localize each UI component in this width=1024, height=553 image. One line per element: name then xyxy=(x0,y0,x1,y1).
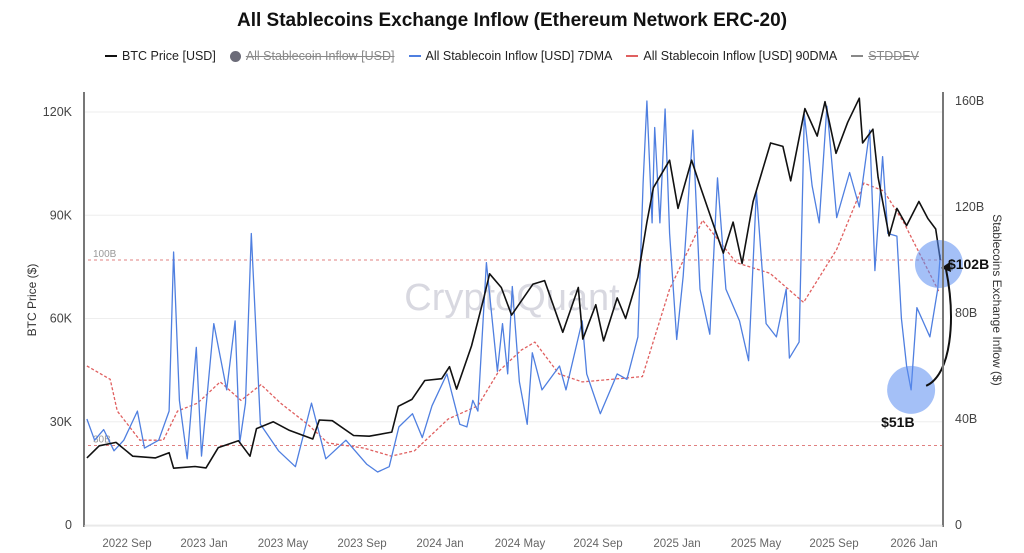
y-right-tick-label: 120B xyxy=(955,200,984,214)
y-right-tick-label: 40B xyxy=(955,412,977,426)
y-left-tick-label: 120K xyxy=(43,105,73,119)
x-tick-label: 2024 May xyxy=(495,538,546,550)
y-left-axis-title: BTC Price ($) xyxy=(25,264,39,337)
highlight-circle-51b xyxy=(887,365,936,414)
x-tick-label: 2026 Jan xyxy=(890,538,937,550)
legend-swatch-dot xyxy=(229,50,241,62)
legend-label: All Stablecoin Inflow [USD] 90DMA xyxy=(643,49,838,63)
legend-item-stddev[interactable]: STDDEV xyxy=(851,49,919,63)
x-tick-label: 2023 May xyxy=(258,538,309,550)
legend-item-7dma[interactable]: All Stablecoin Inflow [USD] 7DMA xyxy=(408,49,613,63)
x-tick-label: 2025 Sep xyxy=(809,538,858,550)
legend-label: All Stablecoin Inflow [USD] xyxy=(245,49,395,63)
series-btc-price-line xyxy=(86,97,942,469)
y-left-tick-label: 30K xyxy=(50,415,73,429)
y-right-tick-label: 80B xyxy=(955,306,977,320)
legend-swatch-line xyxy=(408,55,421,57)
y-right-axis-title: Stablecoins Exchange Inflow ($) xyxy=(990,214,1004,385)
y-right-tick-label: 160B xyxy=(955,94,984,108)
x-tick-label: 2023 Jan xyxy=(180,538,227,550)
series-90dma-line xyxy=(86,182,940,457)
legend-swatch-dashed xyxy=(626,55,639,57)
legend-item-btc-price[interactable]: BTC Price [USD] xyxy=(105,49,216,63)
annotation-arrow xyxy=(925,268,952,387)
y-left-tick-label: 90K xyxy=(50,208,73,222)
y-left-tick-label: 0 xyxy=(65,518,72,532)
highlight-circle-102b xyxy=(914,240,963,288)
legend-label: STDDEV xyxy=(868,49,919,63)
legend-label: All Stablecoin Inflow [USD] 7DMA xyxy=(425,49,613,63)
legend-swatch-line xyxy=(105,55,118,57)
arrow-head-icon xyxy=(940,262,951,272)
legend-item-90dma[interactable]: All Stablecoin Inflow [USD] 90DMA xyxy=(626,49,837,63)
reference-line-label: 100B xyxy=(93,249,117,260)
x-tick-label: 2023 Sep xyxy=(337,538,386,550)
x-tick-label: 2025 Jan xyxy=(653,538,700,550)
y-right-tick-label: 0 xyxy=(955,518,962,532)
x-tick-label: 2024 Jan xyxy=(416,538,463,550)
legend-swatch-line xyxy=(851,55,864,57)
legend: BTC Price [USD] All Stablecoin Inflow [U… xyxy=(0,49,1024,63)
legend-label: BTC Price [USD] xyxy=(122,49,216,63)
x-tick-label: 2024 Sep xyxy=(573,538,622,550)
annotation-label-51b: $51B xyxy=(881,414,914,430)
y-left-tick-label: 60K xyxy=(50,312,73,326)
series-7dma-line xyxy=(86,100,941,473)
chart-title: All Stablecoins Exchange Inflow (Ethereu… xyxy=(236,10,788,31)
x-tick-label: 2022 Sep xyxy=(102,538,151,550)
x-tick-label: 2025 May xyxy=(731,538,782,550)
legend-item-stablecoin-inflow[interactable]: All Stablecoin Inflow [USD] xyxy=(229,49,395,63)
reference-line-label: 30B xyxy=(93,435,111,446)
annotation-label-102b: $102B xyxy=(948,256,989,272)
